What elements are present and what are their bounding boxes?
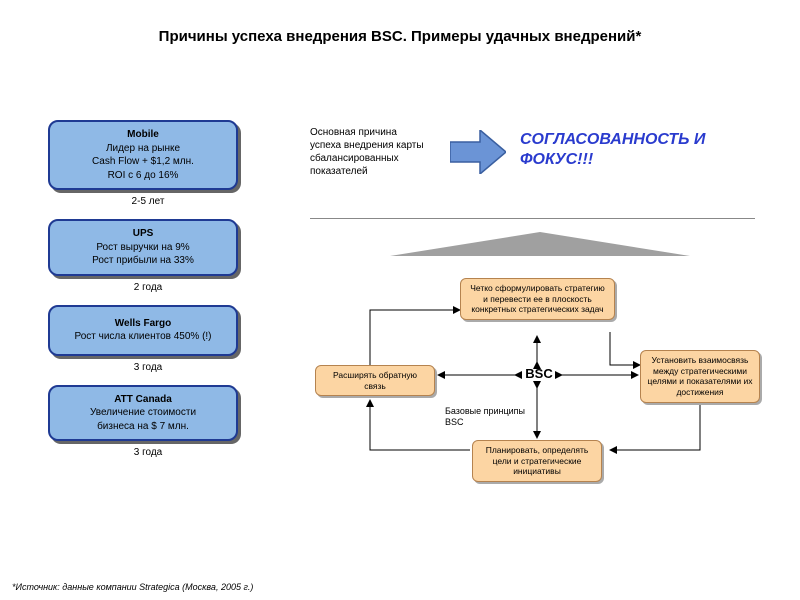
- card-line: Рост числа клиентов 450% (!): [60, 330, 226, 344]
- page-title: Причины успеха внедрения BSC. Примеры уд…: [0, 28, 800, 45]
- card-heading: Wells Fargo: [60, 317, 226, 331]
- card-line: Рост прибыли на 33%: [60, 254, 226, 268]
- card-line: Cash Flow + $1,2 млн.: [60, 155, 226, 169]
- triangle-icon: [390, 232, 690, 256]
- card-line: бизнеса на $ 7 млн.: [60, 420, 226, 434]
- card-heading: UPS: [60, 227, 226, 241]
- flow-node-left: Расширять обратную связь: [315, 365, 435, 396]
- flow-center-label: BSC: [520, 366, 558, 381]
- card-attcanada: ATT Canada Увеличение стоимости бизнеса …: [48, 385, 238, 442]
- card-wellsfargo: Wells Fargo Рост числа клиентов 450% (!): [48, 305, 238, 356]
- triangle-wrap: [390, 232, 690, 256]
- card-ups: UPS Рост выручки на 9% Рост прибыли на 3…: [48, 219, 238, 276]
- separator-line: [310, 218, 755, 219]
- focus-headline: СОГЛАСОВАННОСТЬ И ФОКУС!!!: [520, 130, 780, 170]
- card-mobile: Mobile Лидер на рынке Cash Flow + $1,2 м…: [48, 120, 238, 190]
- card-line: Рост выручки на 9%: [60, 241, 226, 255]
- flow-node-bottom: Планировать, определять цели и стратегич…: [472, 440, 602, 482]
- card-line: Лидер на рынке: [60, 142, 226, 156]
- card-caption: 2 года: [48, 282, 248, 293]
- card-heading: ATT Canada: [60, 393, 226, 407]
- card-caption: 2-5 лет: [48, 196, 248, 207]
- footnote: *Источник: данные компании Strategica (М…: [12, 582, 253, 592]
- cards-column: Mobile Лидер на рынке Cash Flow + $1,2 м…: [48, 120, 248, 470]
- main-reason-text: Основная причина успеха внедрения карты …: [310, 126, 430, 178]
- bsc-flowchart: Четко сформулировать стратегию и перевес…: [310, 270, 765, 520]
- card-line: Увеличение стоимости: [60, 406, 226, 420]
- flow-center-caption: Базовые принципы BSC: [445, 406, 525, 428]
- flow-node-right: Установить взаимосвязь между стратегичес…: [640, 350, 760, 403]
- flow-node-top: Четко сформулировать стратегию и перевес…: [460, 278, 615, 320]
- card-line: ROI с 6 до 16%: [60, 169, 226, 183]
- card-caption: 3 года: [48, 362, 248, 373]
- big-arrow-icon: [450, 130, 506, 174]
- card-heading: Mobile: [60, 128, 226, 142]
- arrow-poly: [450, 130, 506, 174]
- card-caption: 3 года: [48, 447, 248, 458]
